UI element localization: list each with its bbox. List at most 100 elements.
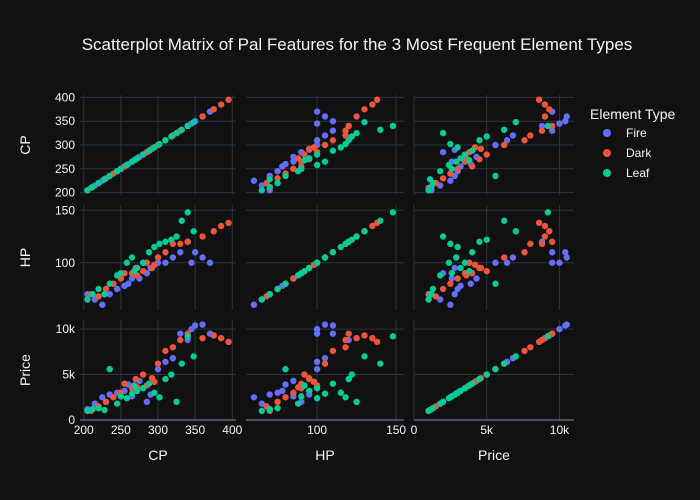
point-leaf[interactable] (95, 404, 102, 412)
point-fire[interactable] (99, 394, 106, 401)
point-dark[interactable] (342, 127, 349, 134)
point-leaf[interactable] (101, 291, 108, 298)
point-dark[interactable] (521, 137, 528, 144)
point-dark[interactable] (184, 238, 191, 245)
point-leaf[interactable] (337, 389, 344, 396)
point-fire[interactable] (556, 325, 563, 333)
point-dark[interactable] (342, 344, 349, 351)
point-leaf[interactable] (426, 406, 434, 414)
point-leaf[interactable] (139, 151, 147, 158)
point-leaf[interactable] (106, 365, 113, 373)
point-dark[interactable] (310, 378, 318, 386)
point-leaf[interactable] (321, 254, 329, 261)
point-leaf[interactable] (131, 267, 138, 275)
point-leaf[interactable] (466, 267, 473, 275)
point-leaf[interactable] (436, 272, 444, 279)
point-dark[interactable] (468, 163, 476, 170)
point-dark[interactable] (483, 267, 490, 275)
point-leaf[interactable] (461, 259, 469, 266)
point-leaf[interactable] (345, 375, 352, 383)
point-leaf[interactable] (337, 243, 344, 251)
point-fire[interactable] (290, 377, 297, 385)
point-fire[interactable] (177, 249, 184, 256)
point-dark[interactable] (169, 344, 177, 351)
point-fire[interactable] (503, 137, 511, 144)
point-leaf[interactable] (162, 137, 169, 144)
point-leaf[interactable] (306, 387, 313, 395)
point-leaf[interactable] (306, 264, 313, 272)
point-fire[interactable] (313, 325, 321, 333)
point-dark[interactable] (225, 96, 232, 103)
point-leaf[interactable] (274, 285, 281, 293)
point-dark[interactable] (476, 156, 483, 163)
point-leaf[interactable] (190, 118, 197, 126)
point-leaf[interactable] (294, 400, 302, 407)
point-dark[interactable] (454, 165, 461, 173)
point-leaf[interactable] (128, 390, 136, 397)
point-dark[interactable] (454, 275, 461, 282)
point-dark[interactable] (274, 175, 281, 182)
point-dark[interactable] (148, 264, 156, 272)
point-fire[interactable] (457, 282, 464, 290)
point-dark[interactable] (321, 360, 329, 367)
point-leaf[interactable] (282, 172, 289, 180)
point-fire[interactable] (250, 301, 258, 308)
point-fire[interactable] (188, 325, 195, 333)
point-fire[interactable] (162, 259, 169, 266)
point-leaf[interactable] (466, 157, 473, 164)
point-fire[interactable] (548, 127, 556, 134)
point-fire[interactable] (128, 275, 136, 282)
point-leaf[interactable] (389, 209, 397, 216)
point-fire[interactable] (548, 259, 556, 266)
point-dark[interactable] (217, 101, 225, 108)
point-leaf[interactable] (178, 217, 185, 224)
point-leaf[interactable] (457, 155, 464, 162)
point-dark[interactable] (546, 106, 553, 113)
point-fire[interactable] (99, 301, 106, 308)
point-dark[interactable] (369, 222, 376, 230)
point-fire[interactable] (329, 330, 337, 337)
point-leaf[interactable] (162, 375, 169, 383)
point-fire[interactable] (321, 132, 329, 139)
point-leaf[interactable] (145, 249, 153, 256)
point-leaf[interactable] (313, 394, 321, 402)
point-fire[interactable] (451, 291, 458, 298)
point-leaf[interactable] (492, 280, 499, 287)
point-leaf[interactable] (298, 165, 305, 173)
point-leaf[interactable] (139, 259, 147, 266)
point-fire[interactable] (274, 167, 281, 175)
point-dark[interactable] (282, 394, 289, 401)
point-dark[interactable] (535, 338, 543, 346)
point-leaf[interactable] (184, 333, 191, 340)
point-dark[interactable] (139, 267, 147, 275)
point-leaf[interactable] (178, 126, 185, 133)
point-fire[interactable] (313, 108, 321, 115)
point-dark[interactable] (471, 261, 479, 269)
point-leaf[interactable] (274, 179, 281, 187)
point-leaf[interactable] (84, 187, 91, 194)
point-dark[interactable] (361, 332, 368, 339)
point-fire[interactable] (191, 249, 199, 256)
point-leaf[interactable] (117, 393, 125, 400)
point-fire[interactable] (509, 132, 517, 139)
point-fire[interactable] (169, 254, 177, 261)
point-fire[interactable] (143, 398, 151, 406)
point-leaf[interactable] (439, 233, 447, 240)
point-fire[interactable] (329, 127, 337, 134)
point-fire[interactable] (447, 177, 454, 184)
point-dark[interactable] (521, 249, 528, 256)
point-leaf[interactable] (282, 280, 289, 287)
point-leaf[interactable] (429, 285, 437, 293)
point-dark[interactable] (102, 285, 110, 293)
point-fire[interactable] (290, 158, 297, 165)
point-leaf[interactable] (468, 249, 476, 256)
point-leaf[interactable] (445, 259, 453, 266)
point-leaf[interactable] (321, 158, 329, 165)
point-dark[interactable] (541, 222, 549, 230)
point-dark[interactable] (361, 106, 368, 113)
point-leaf[interactable] (134, 387, 141, 395)
point-leaf[interactable] (468, 147, 476, 154)
point-fire[interactable] (266, 391, 273, 398)
point-dark[interactable] (521, 347, 528, 355)
point-leaf[interactable] (151, 389, 158, 396)
